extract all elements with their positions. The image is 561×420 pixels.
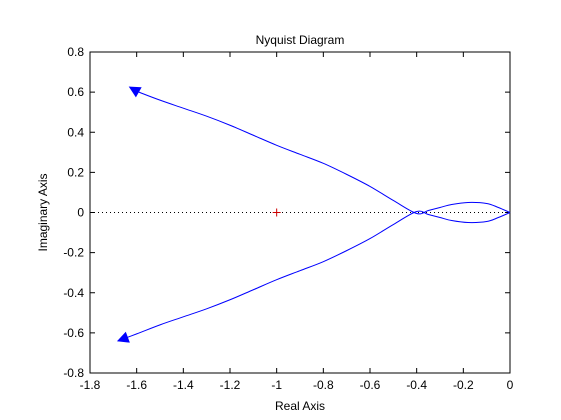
x-tick-label: -1.2 <box>220 378 241 392</box>
x-tick-label: 0 <box>507 378 514 392</box>
y-tick-label: -0.4 <box>63 286 84 300</box>
x-tick-label: -1 <box>271 378 282 392</box>
direction-arrow-2 <box>116 331 130 343</box>
y-tick-label: 0.2 <box>67 165 84 179</box>
ticks-layer: -1.8 -1.6 -1.4 -1.2 -1 -0.8 -0.6 -0.4 -0.2 0 0.8 0.… <box>63 45 513 392</box>
x-tick-label: -0.4 <box>406 378 427 392</box>
y-tick-label: 0.6 <box>67 85 84 99</box>
series-layer <box>116 86 511 343</box>
direction-arrow-1 <box>128 86 142 98</box>
critical-point-marker <box>272 208 281 217</box>
y-tick-label: -0.8 <box>63 366 84 380</box>
x-tick-label: -0.8 <box>313 378 334 392</box>
y-tick-label: 0.4 <box>67 125 84 139</box>
x-tick-label: -1.4 <box>173 378 194 392</box>
y-tick-label: 0 <box>77 206 84 220</box>
y-tick-label: 0.8 <box>67 45 84 59</box>
plot-frame <box>89 51 511 374</box>
x-tick-label: -1.6 <box>126 378 147 392</box>
y-tick-label: -0.2 <box>63 246 84 260</box>
y-tick-label: -0.6 <box>63 326 84 340</box>
x-tick-label: -1.8 <box>80 378 101 392</box>
x-axis-title: Real Axis <box>275 399 325 413</box>
nyquist-curve-2 <box>117 210 511 342</box>
nyquist-curve-1 <box>129 86 511 215</box>
chart-title: Nyquist Diagram <box>256 33 345 47</box>
marker-layer <box>272 208 281 217</box>
y-axis-title: Imaginary Axis <box>36 173 50 251</box>
x-tick-label: -0.6 <box>360 378 381 392</box>
x-tick-label: -0.2 <box>453 378 474 392</box>
